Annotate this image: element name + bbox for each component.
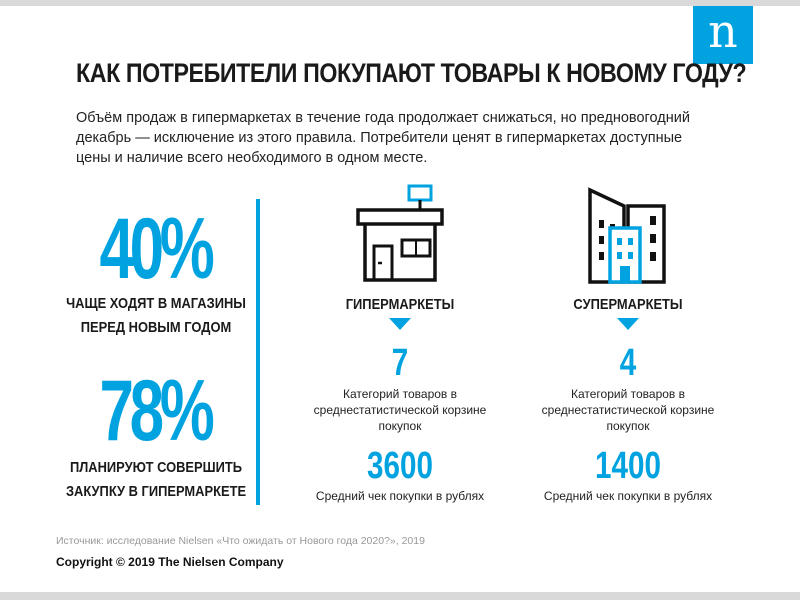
- supermarkets-category-label: Категорий товаров в среднестатистической…: [518, 386, 738, 434]
- supermarkets-avg-check: 1400: [595, 445, 661, 487]
- stat-label-78: ПЛАНИРУЮТ СОВЕРШИТЬ ЗАКУПКУ В ГИПЕРМАРКЕ…: [56, 456, 256, 504]
- supermarkets-heading: СУПЕРМАРКЕТЫ: [573, 296, 683, 313]
- stat-label-line: ЗАКУПКУ В ГИПЕРМАРКЕТЕ: [65, 483, 247, 500]
- stat-label-40: ЧАЩЕ ХОДЯТ В МАГАЗИНЫ ПЕРЕД НОВЫМ ГОДОМ: [56, 292, 256, 340]
- source-note: Источник: исследование Nielsen «Что ожид…: [56, 535, 425, 547]
- hypermarkets-avg-check-label: Средний чек покупки в рублях: [315, 489, 485, 503]
- intro-line: цены и наличие всего необходимого в одно…: [76, 150, 428, 166]
- hypermarkets-category-count: 7: [391, 342, 409, 384]
- category-label-line: Категорий товаров в: [570, 387, 686, 401]
- intro-line: декабрь — исключение из этого правила. П…: [76, 130, 683, 146]
- vertical-divider: [256, 199, 260, 505]
- stat-value-40: 40%: [99, 201, 215, 297]
- down-arrow-icon: [617, 318, 639, 330]
- stat-label-line: ПЛАНИРУЮТ СОВЕРШИТЬ: [69, 459, 243, 476]
- category-label-line: покупок: [378, 419, 422, 433]
- down-arrow-icon: [389, 318, 411, 330]
- category-label-line: покупок: [606, 419, 650, 433]
- supermarkets-avg-check-label: Средний чек покупки в рублях: [543, 489, 713, 503]
- category-label-line: Категорий товаров в: [342, 387, 458, 401]
- intro-line: Объём продаж в гипермаркетах в течение г…: [76, 110, 690, 126]
- hypermarkets-heading: ГИПЕРМАРКЕТЫ: [345, 296, 455, 313]
- bottom-border: [0, 592, 800, 600]
- logo-letter: n: [708, 4, 738, 58]
- category-label-line: среднестатистической корзине: [541, 403, 715, 417]
- hypermarkets-avg-check: 3600: [367, 445, 433, 487]
- stat-label-line: ЧАЩЕ ХОДЯТ В МАГАЗИНЫ: [66, 295, 246, 312]
- stat-value-78: 78%: [99, 363, 215, 459]
- copyright: Copyright © 2019 The Nielsen Company: [56, 555, 284, 569]
- stat-label-line: ПЕРЕД НОВЫМ ГОДОМ: [80, 319, 232, 336]
- intro-text: Объём продаж в гипермаркетах в течение г…: [76, 108, 736, 168]
- buildings-icon: [588, 187, 666, 284]
- hypermarkets-category-label: Категорий товаров в среднестатистической…: [290, 386, 510, 434]
- page-title: КАК ПОТРЕБИТЕЛИ ПОКУПАЮТ ТОВАРЫ К НОВОМУ…: [76, 58, 747, 88]
- store-icon: [356, 184, 444, 282]
- top-border: [0, 0, 800, 6]
- nielsen-logo: n: [693, 6, 753, 64]
- supermarkets-category-count: 4: [619, 342, 637, 384]
- category-label-line: среднестатистической корзине: [313, 403, 487, 417]
